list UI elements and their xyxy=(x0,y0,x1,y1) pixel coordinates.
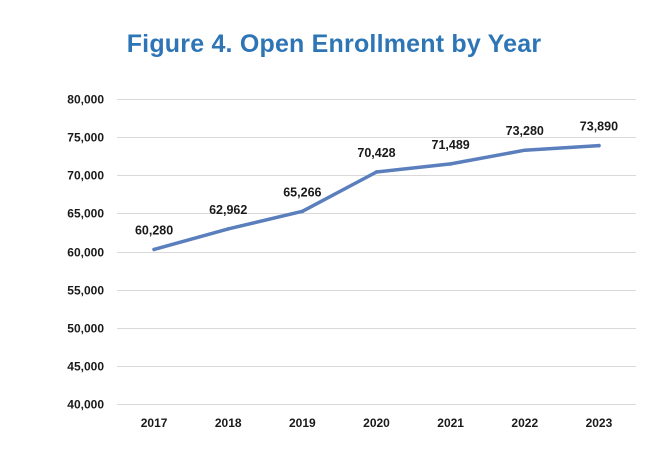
data-label: 62,962 xyxy=(209,203,247,217)
series-layer xyxy=(152,143,601,252)
data-label: 60,280 xyxy=(135,223,173,237)
series-line xyxy=(152,143,601,252)
x-tick-label: 2022 xyxy=(511,416,538,430)
y-tick-label: 65,000 xyxy=(67,207,104,221)
data-point xyxy=(152,247,156,252)
data-label: 73,280 xyxy=(506,124,544,138)
data-point xyxy=(522,148,527,153)
y-tick-label: 70,000 xyxy=(67,169,104,183)
y-tick-label: 40,000 xyxy=(67,398,104,412)
data-point xyxy=(226,227,231,231)
data-label: 73,890 xyxy=(580,120,618,134)
y-axis-ticks: 40,000 45,000 50,000 55,000 60,000 65,000 70,0… xyxy=(67,93,104,412)
x-tick-label: 2017 xyxy=(141,416,168,430)
data-labels: 60,280 62,962 65,266 70,428 71,489 73,280 73,8… xyxy=(135,120,618,238)
x-tick-label: 2018 xyxy=(215,416,242,430)
y-tick-label: 50,000 xyxy=(67,322,104,336)
x-tick-label: 2019 xyxy=(289,416,316,430)
data-point xyxy=(300,209,305,214)
data-label: 71,489 xyxy=(432,138,470,152)
x-tick-label: 2020 xyxy=(363,416,390,430)
data-point xyxy=(374,170,379,174)
data-point xyxy=(448,162,453,166)
chart-title: Figure 4. Open Enrollment by Year xyxy=(126,30,542,58)
gridlines xyxy=(117,99,636,405)
y-tick-label: 60,000 xyxy=(67,246,104,260)
y-tick-label: 80,000 xyxy=(67,93,104,107)
y-tick-label: 55,000 xyxy=(67,284,104,298)
y-tick-label: 45,000 xyxy=(67,360,104,374)
data-point xyxy=(597,143,601,148)
x-tick-label: 2021 xyxy=(437,416,464,430)
data-label: 70,428 xyxy=(357,146,395,160)
x-tick-label: 2023 xyxy=(586,416,613,430)
y-tick-label: 75,000 xyxy=(67,131,104,145)
data-label: 65,266 xyxy=(283,185,321,199)
x-axis-ticks: 2017 2018 2019 2020 2021 2022 2023 xyxy=(141,416,613,430)
